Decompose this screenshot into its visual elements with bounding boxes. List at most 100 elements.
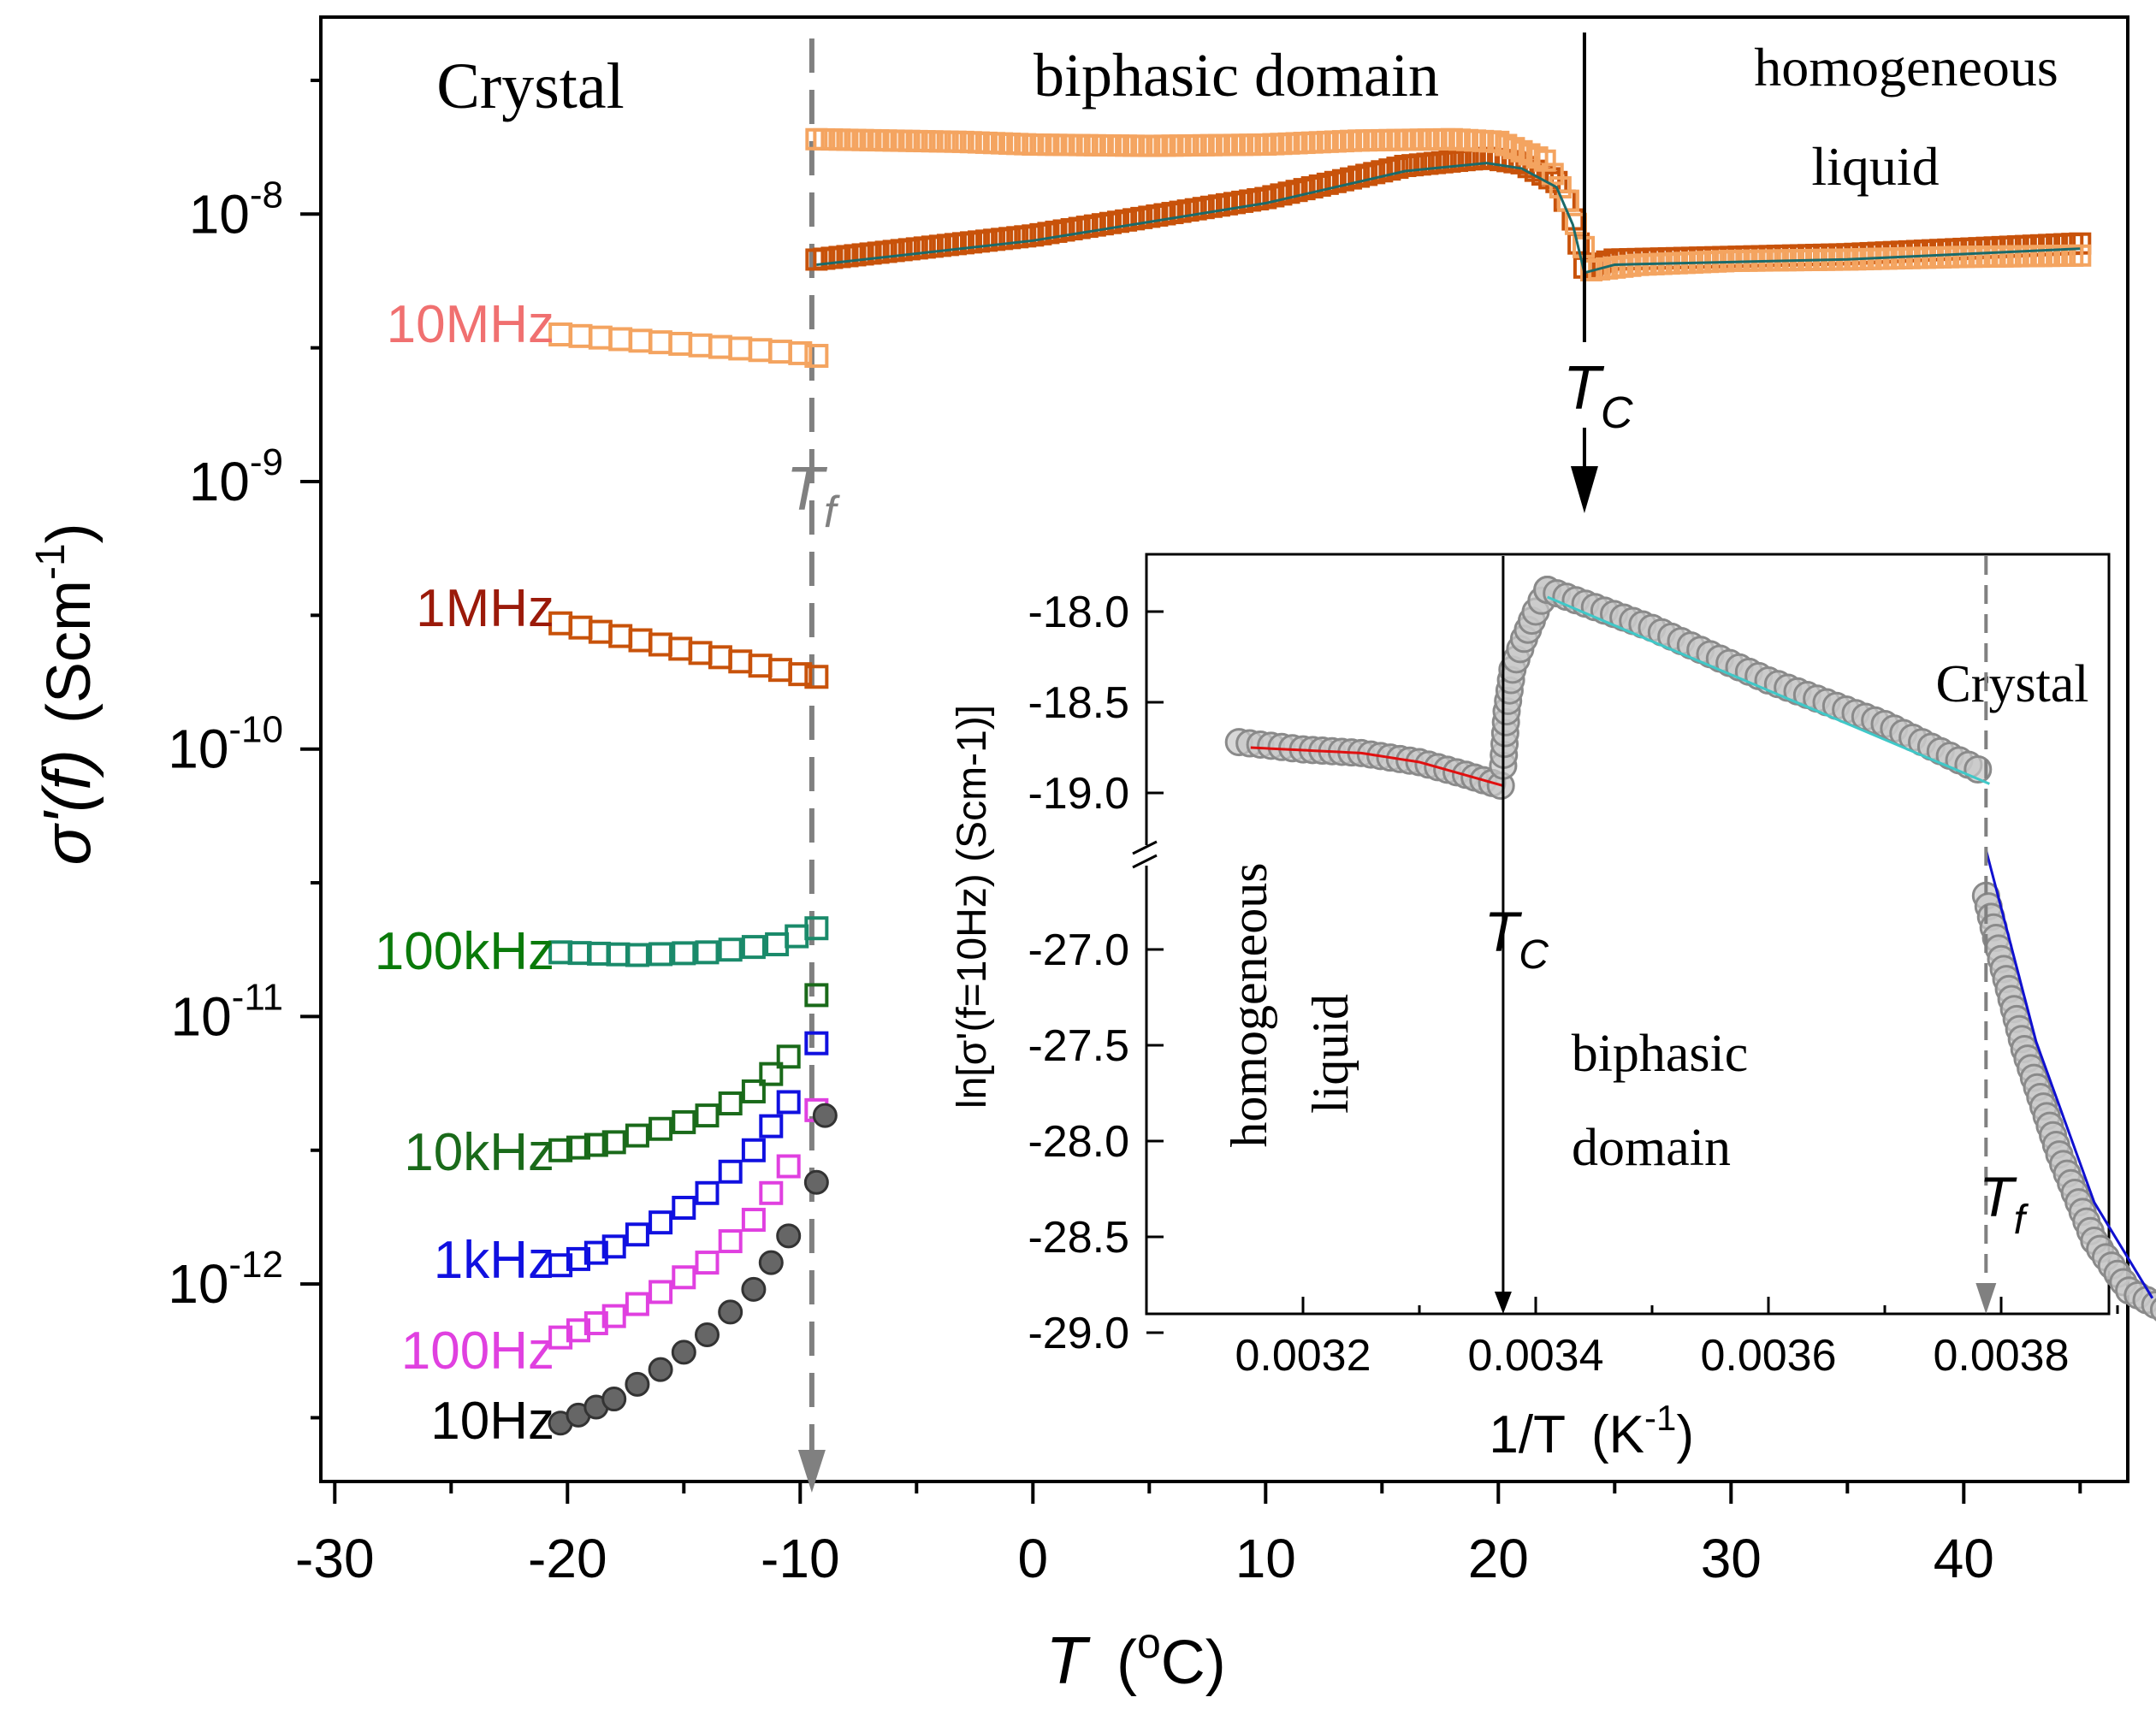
main-point-100kHz: [804, 916, 829, 941]
main-y-label-unit: (Scm-1): [28, 523, 104, 724]
main-x-tick-label: -10: [761, 1528, 840, 1589]
main-point-1kHz: [583, 1240, 608, 1265]
main-point-100Hz: [759, 1180, 784, 1205]
inset-y-tick-label: -27.0: [1028, 926, 1129, 975]
main-point-1MHz: [628, 628, 653, 653]
main-point-100Hz: [649, 1280, 673, 1304]
main-y-label-symbol: σ'(f): [29, 749, 104, 866]
inset-x-tick-label: 0.0032: [1235, 1331, 1371, 1381]
inset-axis-ticks: 0.0032 0.0034 0.0036 0.0038 -18.0 -18.5 -19.0 -…: [1028, 588, 2119, 1381]
main-series-label-10MHz: 10MHz: [387, 295, 554, 354]
main-point-100Hz: [583, 1310, 608, 1335]
main-series-label-10Hz: 10Hz: [430, 1392, 554, 1451]
main-point-1MHz: [748, 654, 773, 678]
main-y-tick-label: 10-9: [189, 441, 283, 512]
inset-chart: 0.0032 0.0034 0.0036 0.0038 -18.0 -18.5 -19.0 -…: [950, 553, 2156, 1464]
main-series-label-1MHz: 1MHz: [416, 579, 554, 638]
main-series-100Hz: [548, 1097, 829, 1350]
main-point-10MHz: [2069, 244, 2092, 267]
main-point-1MHz: [648, 632, 672, 657]
main-x-tick-label: -20: [528, 1528, 607, 1589]
main-tc-label: TC: [1563, 354, 1633, 438]
main-x-tick-label: -30: [295, 1528, 375, 1589]
main-point-1MHz: [608, 624, 633, 648]
main-series-10MHz: [548, 322, 829, 369]
main-point-10kHz: [601, 1130, 626, 1155]
main-x-tick-label: 10: [1235, 1528, 1296, 1589]
main-point-1kHz: [741, 1138, 766, 1162]
main-point-1kHz: [672, 1195, 696, 1220]
main-y-tick-label: 10-10: [168, 709, 283, 780]
inset-series-crystal: [1971, 881, 2156, 1322]
main-point-1MHz: [728, 649, 753, 674]
main-point-1kHz: [776, 1090, 801, 1115]
main-point-10MHz: [748, 338, 773, 363]
main-point-100Hz: [566, 1318, 590, 1343]
inset-region-biphasic: biphasic: [1572, 1025, 1749, 1083]
main-point-100Hz: [741, 1208, 766, 1233]
main-point-100Hz: [601, 1304, 626, 1328]
inset-plot-frame: [1145, 553, 2111, 1316]
main-point-100kHz: [765, 931, 790, 956]
main-series-label-10kHz: 10kHz: [404, 1123, 554, 1182]
main-point-100Hz: [776, 1154, 801, 1179]
main-series-100kHz: [548, 916, 829, 967]
main-point-100Hz: [672, 1265, 696, 1290]
main-point-1kHz: [718, 1159, 743, 1184]
main-point-1kHz: [566, 1246, 590, 1271]
inset-region-domain: domain: [1572, 1119, 1731, 1177]
main-point-100kHz: [785, 924, 809, 949]
main-series-1MHz-high: [805, 146, 2092, 279]
main-point-10kHz: [548, 1138, 573, 1162]
inset-x-label-unit: (K-1): [1591, 1398, 1694, 1464]
main-point-1kHz: [601, 1234, 626, 1259]
main-point-100kHz: [718, 937, 743, 962]
main-tf-marker: Tf: [786, 38, 840, 1493]
main-series-label-100Hz: 100Hz: [401, 1322, 554, 1381]
main-point-1MHz: [788, 662, 813, 687]
main-tf-label: Tf: [786, 455, 840, 537]
main-point-1MHz: [708, 645, 732, 670]
main-point-1kHz: [759, 1114, 784, 1138]
main-point-10MHz: [688, 333, 713, 358]
inset-y-axis-label: ln[σ'(f=10Hz) (Scm-1)]: [950, 705, 995, 1109]
inset-x-tick-label: 0.0034: [1467, 1331, 1603, 1381]
main-y-axis-label: σ'(f) (Scm-1): [28, 523, 104, 865]
main-point-100Hz: [695, 1251, 720, 1275]
inset-axis-break-mark: [1132, 840, 1158, 855]
main-series-label-1kHz: 1kHz: [434, 1231, 554, 1290]
main-region-biphasic: biphasic domain: [1034, 41, 1439, 109]
inset-y-tick-label: -28.5: [1028, 1213, 1129, 1263]
main-point-10kHz: [804, 983, 829, 1008]
main-point-100kHz: [567, 941, 592, 966]
main-point-1kHz: [548, 1253, 573, 1278]
main-point-10Hz: [648, 1357, 673, 1382]
main-series-10Hz: [548, 1103, 838, 1436]
main-point-10Hz: [718, 1299, 743, 1325]
main-point-10MHz: [648, 330, 672, 355]
main-point-10Hz: [803, 1169, 829, 1195]
main-point-10MHz: [588, 325, 613, 350]
main-point-10MHz: [767, 340, 792, 364]
main-point-10Hz: [758, 1250, 784, 1275]
main-x-tick-label: 30: [1701, 1528, 1762, 1589]
main-point-1kHz: [804, 1031, 829, 1056]
main-point-1kHz: [695, 1180, 720, 1205]
main-point-10MHz: [788, 340, 813, 365]
main-series-overlap-line: [816, 162, 2081, 275]
inset-series-group: [1224, 576, 2156, 1322]
main-point-10kHz: [583, 1133, 608, 1157]
main-point-100kHz: [625, 943, 649, 967]
inset-blue-fit: [1984, 849, 2154, 1299]
main-series-group: [548, 127, 2092, 1436]
main-point-1MHz: [588, 619, 613, 644]
main-point-1MHz: [668, 636, 693, 661]
main-point-10Hz: [695, 1322, 720, 1348]
main-point-1MHz: [804, 665, 829, 689]
main-point-1kHz: [649, 1210, 673, 1235]
main-point-10kHz: [649, 1116, 673, 1141]
main-point-10MHz: [668, 331, 693, 356]
main-point-100Hz: [548, 1325, 573, 1350]
inset-point: [2149, 1298, 2156, 1322]
